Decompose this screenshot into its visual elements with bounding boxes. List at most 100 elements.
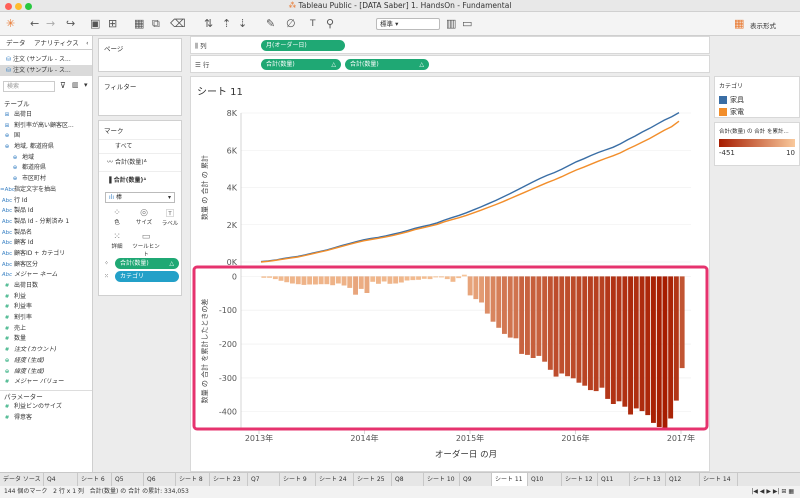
sheet-tab[interactable]: シート 6 [78, 473, 112, 487]
marks-sum-pill[interactable]: 合計(数量) △ [115, 258, 179, 269]
sheet-tab[interactable]: Q4 [44, 473, 78, 487]
sort-asc-icon[interactable]: ⇡ [222, 17, 232, 30]
field-item[interactable]: Abc 製品 Id - 分割済み 1 [0, 217, 92, 228]
filter-icon[interactable]: ⊽ [60, 81, 66, 90]
show-me-icon[interactable]: ▦ [734, 17, 745, 30]
field-item[interactable]: ⊕ 経度 (生成) [0, 356, 92, 367]
field-item[interactable]: # 数量 [0, 334, 92, 345]
sheet-tab[interactable]: Q11 [598, 473, 630, 487]
field-item[interactable]: # 売上 [0, 324, 92, 335]
duplicate-sheet-icon[interactable]: ⧉ [152, 17, 160, 30]
field-item[interactable]: =Abc指定文字を抽出 [0, 185, 92, 196]
sheet-tab[interactable]: データ ソース [0, 473, 44, 487]
rows-sum-pill-1[interactable]: 合計(数量) △ [261, 59, 341, 70]
label-toggle-icon[interactable]: T [310, 19, 316, 29]
fit-select[interactable]: 標準 ▾ [376, 18, 440, 30]
field-item[interactable]: Abc 製品名 [0, 228, 92, 239]
datasource-item[interactable]: ⛁ 注文 (サンプル - ス... [0, 65, 92, 76]
field-item[interactable]: ⊕ 市区町村 [0, 174, 92, 185]
undo-icon[interactable]: ← [30, 17, 40, 30]
sheet-tab[interactable]: Q8 [392, 473, 424, 487]
close-window-button[interactable] [5, 3, 12, 10]
sheet-tab[interactable]: シート 8 [176, 473, 210, 487]
color-button[interactable]: ⁘ 色 [105, 208, 129, 226]
show-me-button[interactable]: 表示形式 [750, 22, 776, 30]
redo2-icon[interactable]: ↪ [66, 17, 76, 30]
field-item[interactable]: Abc 行 Id [0, 196, 92, 207]
sort-desc-icon[interactable]: ⇣ [238, 17, 248, 30]
parameter-item[interactable]: # 得意客 [0, 413, 92, 424]
sheet-tab[interactable]: シート 12 [562, 473, 598, 487]
filters-card[interactable]: フィルター [98, 76, 182, 116]
marks-all-tab[interactable]: すべて [99, 139, 181, 153]
marks-category-pill[interactable]: カテゴリ [115, 271, 179, 282]
swap-rows-cols-icon[interactable]: ⇅ [204, 17, 214, 30]
sheet-tab[interactable]: Q10 [528, 473, 562, 487]
sheet-tab[interactable]: シート 23 [210, 473, 248, 487]
presentation-icon[interactable]: ▭ [462, 17, 473, 30]
new-sheet-icon[interactable]: ▦ [134, 17, 145, 30]
sheet-tab[interactable]: シート 24 [316, 473, 354, 487]
zoom-window-button[interactable] [25, 3, 32, 10]
sheet-tab[interactable]: Q6 [144, 473, 176, 487]
sheet-tab[interactable]: Q7 [248, 473, 280, 487]
field-item[interactable]: # メジャー バリュー [0, 377, 92, 388]
collapse-pane-icon[interactable]: ‹ [86, 39, 89, 47]
field-item[interactable]: # 利益率 [0, 302, 92, 313]
sheet-tab[interactable]: Q5 [112, 473, 144, 487]
legend-item-furniture[interactable]: 家具 [715, 94, 799, 106]
columns-shelf[interactable]: ⫼ 列 月(オーダー日) [190, 36, 710, 54]
field-item[interactable]: Abc メジャー ネーム [0, 270, 92, 281]
redo-icon[interactable]: → [46, 17, 56, 30]
tab-data[interactable]: データ [6, 39, 26, 47]
menu-icon[interactable]: ▾ [84, 81, 88, 89]
size-button[interactable]: ◎ サイズ [131, 208, 157, 226]
clear-sheet-icon[interactable]: ⌫ [170, 17, 186, 30]
sheet-tab[interactable]: Q12 [666, 473, 700, 487]
field-item[interactable]: # 出荷日数 [0, 281, 92, 292]
field-item[interactable]: Abc 製品 Id [0, 206, 92, 217]
field-item[interactable]: ⊞ 出荷日 [0, 110, 92, 121]
field-item[interactable]: # 注文 (カウント) [0, 345, 92, 356]
legend-item-appliances[interactable]: 家電 [715, 106, 799, 118]
view-toggle-icon[interactable]: ▥ [72, 81, 79, 89]
detail-button[interactable]: ⁙ 詳細 [105, 232, 129, 250]
highlight-icon[interactable]: ✎ [266, 17, 276, 30]
columns-month-pill[interactable]: 月(オーダー日) [261, 40, 345, 51]
tooltip-button[interactable]: ▭ ツールヒント [132, 232, 160, 258]
tableau-home-icon[interactable]: ✳ [6, 17, 16, 30]
field-search-input[interactable]: 検索 [3, 81, 55, 92]
group-icon[interactable]: ∅ [286, 17, 296, 30]
pages-card[interactable]: ページ [98, 38, 182, 72]
sheet-nav-icons[interactable]: |◀ ◀ ▶ ▶| ⊞ ▦ [751, 488, 794, 495]
sheet-tab[interactable]: シート 14 [700, 473, 738, 487]
field-item[interactable]: Abc 顧客ID + カテゴリ [0, 249, 92, 260]
field-item[interactable]: Abc 顧客区分 [0, 260, 92, 271]
label-button[interactable]: 🅃 ラベル [159, 208, 181, 227]
mark-type-select[interactable]: ılı 棒 ▾ [105, 192, 175, 203]
sheet-tab[interactable]: シート 10 [424, 473, 460, 487]
rows-shelf[interactable]: ☰ 行 合計(数量) △ 合計(数量) △ [190, 55, 710, 73]
tab-analytics[interactable]: アナリティクス [34, 39, 79, 47]
marks-sum1-tab[interactable]: 〰 合計(数量)ᐞ [99, 153, 181, 171]
field-item[interactable]: ⊞ 割引率が高い顧客区... [0, 121, 92, 132]
sheet-tab[interactable]: シート 25 [354, 473, 392, 487]
field-item[interactable]: # 利益 [0, 292, 92, 303]
field-item[interactable]: Abc 顧客 Id [0, 238, 92, 249]
sheet-tab[interactable]: Q9 [460, 473, 492, 487]
sheet-tab[interactable]: シート 13 [630, 473, 666, 487]
sheet-tab[interactable]: シート 11 [492, 473, 528, 487]
field-item[interactable]: # 割引率 [0, 313, 92, 324]
field-item[interactable]: ⊕ 国 [0, 131, 92, 142]
save-icon[interactable]: ▣ [90, 17, 101, 30]
marks-sum2-tab[interactable]: ▐ 合計(数量)ᐞ [99, 171, 181, 189]
minimize-window-button[interactable] [15, 3, 22, 10]
datasource-item[interactable]: ⛁ 注文 (サンプル - ス... [6, 56, 71, 63]
pin-icon[interactable]: ⚲ [326, 17, 335, 30]
field-item[interactable]: ⊕ 地域, 都道府県 [0, 142, 92, 153]
field-item[interactable]: ⊕ 都道府県 [0, 163, 92, 174]
chart-type-icon[interactable]: ▥ [446, 17, 457, 30]
new-datasource-icon[interactable]: ⊞ [108, 17, 118, 30]
field-item[interactable]: ⊕ 地域 [0, 153, 92, 164]
field-item[interactable]: ⊕ 緯度 (生成) [0, 367, 92, 378]
